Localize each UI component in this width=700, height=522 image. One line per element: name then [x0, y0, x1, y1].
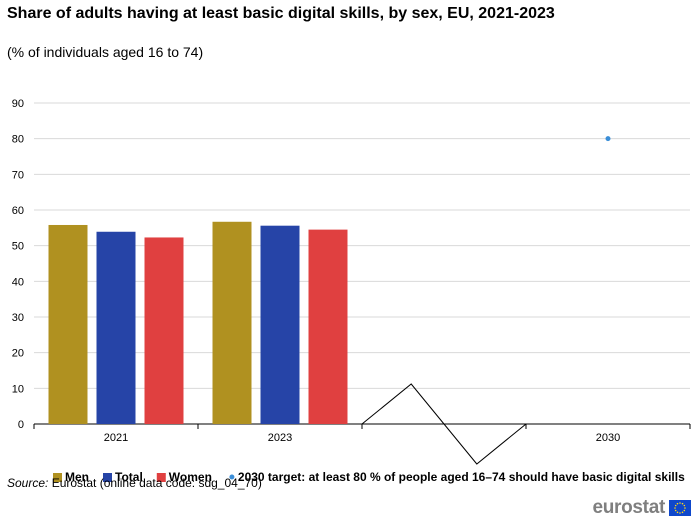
- y-tick-label: 50: [12, 241, 24, 253]
- eu-flag-star: [683, 504, 686, 507]
- eu-flag-star: [674, 509, 677, 512]
- eu-flag-star: [681, 502, 684, 505]
- legend-swatch-men: [53, 473, 62, 482]
- legend-swatch-women: [156, 473, 166, 482]
- legend-label-women: Women: [169, 470, 212, 484]
- bar-total: [260, 225, 300, 424]
- y-tick-label: 10: [12, 383, 24, 395]
- y-tick-label: 0: [18, 419, 24, 431]
- bar-women: [144, 237, 184, 424]
- eu-flag-star: [683, 509, 686, 512]
- y-tick-label: 40: [12, 276, 24, 288]
- bar-total: [96, 231, 136, 424]
- bar-women: [308, 229, 348, 424]
- eu-flag-star: [676, 502, 679, 505]
- y-tick-label: 70: [12, 169, 24, 181]
- eu-flag-star: [684, 507, 686, 509]
- logo-text: eurostat: [592, 497, 665, 518]
- target-point: [605, 136, 611, 142]
- eu-flag-star: [674, 507, 676, 509]
- eu-flag-star: [676, 511, 679, 514]
- eu-flag-icon: [669, 500, 691, 516]
- x-tick-label: 2023: [268, 432, 292, 444]
- x-tick-label: 2030: [596, 432, 620, 444]
- y-tick-label: 90: [12, 98, 24, 110]
- source-text: Eurostat (online data code: sdg_04_70): [48, 476, 262, 490]
- chart-title: Share of adults having at least basic di…: [7, 5, 555, 22]
- legend-label-total: Total: [115, 470, 143, 484]
- bar-men: [48, 224, 88, 424]
- eu-flag-star: [679, 502, 681, 504]
- eu-flag-star: [679, 512, 681, 514]
- eurostat-logo: eurostat: [592, 497, 691, 518]
- axis-break-line: [361, 383, 527, 465]
- legend-label-men: Men: [65, 470, 89, 484]
- bar-men: [212, 221, 252, 424]
- source-label: Source:: [7, 476, 49, 490]
- legend-marker-target: [229, 474, 235, 480]
- legend-label-target: 2030 target: at least 80 % of people age…: [238, 470, 685, 484]
- eu-flag-star: [681, 511, 684, 514]
- y-tick-label: 30: [12, 312, 24, 324]
- legend-swatch-total: [103, 473, 112, 482]
- eu-flag-star: [674, 504, 677, 507]
- chart-subtitle: (% of individuals aged 16 to 74): [7, 44, 204, 60]
- y-tick-label: 20: [12, 348, 24, 360]
- y-tick-label: 80: [12, 134, 24, 146]
- source-note: Source: Eurostat (online data code: sdg_…: [7, 476, 262, 490]
- x-tick-label: 2021: [104, 432, 128, 444]
- y-tick-label: 60: [12, 205, 24, 217]
